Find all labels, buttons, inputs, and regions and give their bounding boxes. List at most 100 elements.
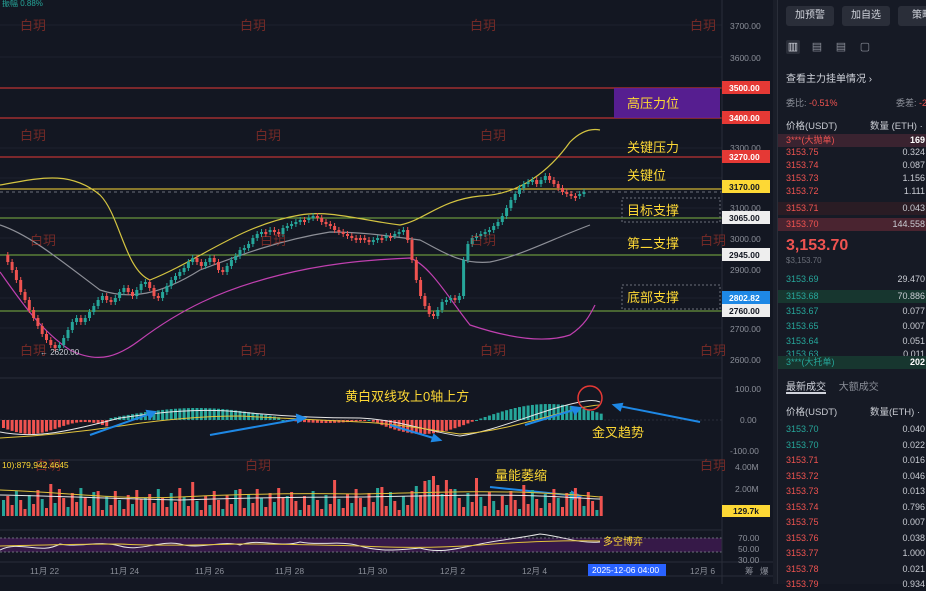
strategy-button[interactable]: 策略 bbox=[898, 6, 926, 26]
macd-tick: 0.00 bbox=[740, 415, 757, 425]
orderbook-bids-icon[interactable]: ▤ bbox=[811, 41, 823, 53]
candle bbox=[23, 292, 27, 300]
watermark: 白玥 bbox=[20, 18, 46, 34]
candle bbox=[264, 232, 268, 234]
bid-row[interactable]: 3153.63 0.011 bbox=[786, 349, 925, 356]
volume-bar bbox=[174, 502, 177, 516]
volume-bar bbox=[376, 488, 380, 516]
volume-bar bbox=[371, 502, 375, 516]
volume-bar bbox=[303, 496, 306, 516]
candle bbox=[363, 238, 367, 240]
ask-row[interactable]: 3153.70 144.558 bbox=[778, 218, 926, 231]
candle bbox=[251, 238, 255, 244]
volume-bar bbox=[14, 491, 18, 516]
level-tag: 3400.00 bbox=[729, 113, 760, 123]
candle bbox=[509, 200, 513, 208]
watermark: 白玥 bbox=[240, 18, 266, 34]
candle bbox=[324, 222, 328, 224]
bid-row[interactable]: 3153.68 70.886 bbox=[778, 290, 926, 303]
tab-latest-trades[interactable]: 最新成交 bbox=[786, 382, 826, 393]
volume-bar bbox=[475, 478, 478, 516]
chart-scrollbar[interactable] bbox=[773, 0, 777, 584]
add-alert-button[interactable]: 加预警 bbox=[786, 6, 834, 26]
macd-bar bbox=[371, 420, 375, 422]
volume-bar bbox=[6, 496, 10, 516]
macd-bar bbox=[466, 420, 470, 424]
volume-bar bbox=[423, 481, 427, 516]
whale-orders-link[interactable]: 查看主力挂单情况 › bbox=[786, 74, 873, 85]
candle bbox=[311, 216, 315, 218]
ask-row[interactable]: 3153.72 1.111 bbox=[786, 186, 925, 196]
macd-bar bbox=[36, 420, 40, 434]
col-qty-header[interactable]: 数量 (ETH) · bbox=[870, 121, 923, 132]
volume-bar bbox=[586, 492, 590, 516]
price-tick: 3600.00 bbox=[730, 53, 761, 63]
candle bbox=[92, 306, 96, 312]
ask-row[interactable]: 3153.75 0.324 bbox=[786, 147, 925, 157]
volume-bar bbox=[389, 492, 392, 516]
volume-bar bbox=[324, 495, 328, 516]
bid-row[interactable]: 3153.69 29.470 bbox=[786, 274, 925, 284]
trade-row: 3153.74 0.796 bbox=[786, 501, 925, 512]
candle bbox=[419, 280, 423, 296]
trade-col-price-header: 价格(USDT) bbox=[786, 407, 838, 418]
macd-bar bbox=[543, 404, 547, 420]
price-chart[interactable]: 振幅 0.88% 白玥 白玥 白玥 白玥 白玥 白玥 白玥 白玥 白玥 白玥 白… bbox=[0, 0, 775, 584]
col-price-header: 价格(USDT) bbox=[786, 121, 838, 132]
volume-bar bbox=[561, 507, 564, 516]
candle bbox=[561, 188, 564, 192]
macd-bar bbox=[548, 404, 552, 420]
watermark: 白玥 bbox=[470, 233, 496, 249]
macd-bar bbox=[294, 420, 298, 422]
tab-big-trades[interactable]: 大额成交 bbox=[838, 382, 879, 393]
candle bbox=[66, 330, 70, 338]
right-sidebar: 加预警 加自选 策略 ▥ ▤ ▤ ▢ 查看主力挂单情况 › 委比: -0.51%… bbox=[777, 0, 926, 589]
orderbook-both-icon[interactable]: ▥ bbox=[786, 40, 800, 54]
candle bbox=[341, 232, 345, 234]
volume-bar bbox=[341, 508, 345, 516]
candle bbox=[40, 326, 44, 334]
candle bbox=[75, 318, 79, 322]
volume-bar bbox=[483, 506, 487, 516]
macd-bar bbox=[88, 420, 91, 423]
macd-bar bbox=[79, 420, 83, 423]
volume-bar bbox=[148, 494, 152, 516]
layout-icon[interactable]: ▢ bbox=[859, 41, 871, 53]
macd-bar bbox=[470, 420, 474, 422]
volume-bar bbox=[105, 496, 109, 516]
date-label: 11月 22 bbox=[30, 566, 59, 576]
macd-bar bbox=[199, 408, 203, 420]
tab-underline bbox=[786, 392, 826, 394]
volume-bar bbox=[23, 509, 27, 516]
volume-bar bbox=[62, 498, 66, 516]
macd-bar bbox=[320, 420, 324, 423]
macd-bar bbox=[92, 420, 96, 423]
candle bbox=[96, 300, 100, 306]
ask-row[interactable]: 3153.73 1.156 bbox=[786, 173, 925, 183]
macd-bar bbox=[530, 404, 534, 420]
macd-bar bbox=[161, 409, 165, 420]
volume-bar bbox=[27, 495, 31, 516]
macd-bar bbox=[229, 409, 233, 420]
macd-bar bbox=[535, 404, 539, 420]
volume-bar bbox=[182, 497, 186, 516]
trade-col-qty-header[interactable]: 数量(ETH) · bbox=[870, 407, 921, 418]
macd-bar bbox=[53, 420, 57, 429]
candle bbox=[62, 338, 66, 345]
trade-row: 3153.73 0.013 bbox=[786, 486, 925, 496]
bid-row[interactable]: 3153.64 0.051 bbox=[786, 336, 925, 346]
ask-row[interactable]: 3153.71 0.043 bbox=[778, 202, 926, 215]
orderbook-asks-icon[interactable]: ▤ bbox=[835, 41, 847, 53]
candle bbox=[578, 194, 582, 196]
macd-bar bbox=[526, 405, 530, 420]
macd-bar bbox=[238, 410, 242, 420]
volume-bar bbox=[578, 497, 582, 516]
candle bbox=[320, 218, 324, 222]
add-watchlist-button[interactable]: 加自选 bbox=[842, 6, 890, 26]
ask-row[interactable]: 3153.74 0.087 bbox=[786, 160, 925, 170]
bid-row[interactable]: 3153.67 0.077 bbox=[786, 306, 925, 316]
macd-bar bbox=[217, 408, 220, 420]
date-label: 爆 bbox=[760, 566, 769, 576]
bid-row[interactable]: 3153.65 0.007 bbox=[786, 321, 925, 331]
volume-bar bbox=[251, 503, 255, 516]
